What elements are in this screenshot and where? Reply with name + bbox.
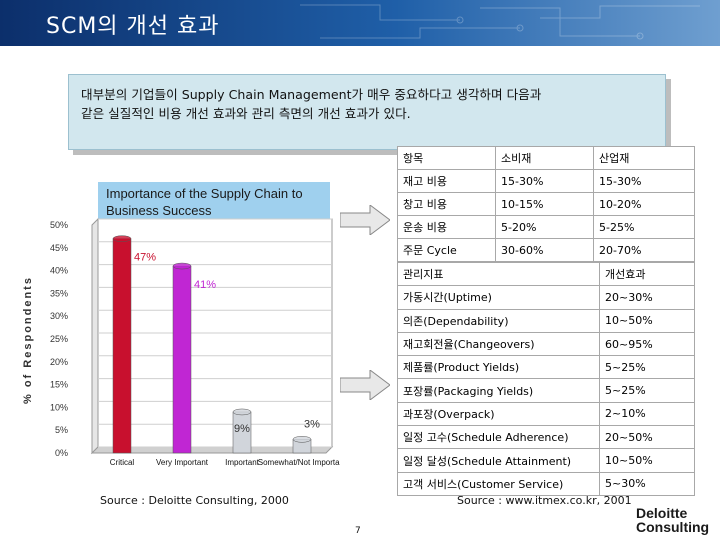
chart-data-label: 41% [194, 279, 216, 291]
arrow-right-icon [340, 370, 390, 400]
logo-line-1: Deloitte [636, 505, 688, 521]
table-cell: 10~50% [599, 448, 695, 473]
table-cell: 가동시간(Uptime) [397, 285, 600, 310]
chart-y-tick-label: 30% [50, 311, 68, 321]
table-cell: 일정 달성(Schedule Attainment) [397, 448, 600, 473]
table-row: 주문 Cycle 30-60% 20-70% [397, 238, 695, 262]
chart-y-tick-label: 45% [50, 243, 68, 253]
table-cell: 제품률(Product Yields) [397, 355, 600, 380]
table-row: 재고회전율(Changeovers) 60~95% [397, 331, 695, 357]
circuit-pattern-icon [300, 4, 700, 40]
chart-y-tick-label: 10% [50, 402, 68, 412]
chart-y-tick-label: 20% [50, 357, 68, 367]
source-note-right: Source : www.itmex.co.kr, 2001 [457, 494, 632, 507]
source-note-left: Source : Deloitte Consulting, 2000 [100, 494, 289, 507]
table-cell: 고객 서비스(Customer Service) [397, 471, 600, 496]
chart-data-label: 47% [134, 252, 156, 264]
page-number: 7 [355, 526, 361, 536]
table-header-cell: 관리지표 [397, 261, 600, 287]
chart-bar [172, 265, 192, 454]
page-title: SCM의 개선 효과 [46, 14, 220, 39]
table-cell: 60~95% [599, 331, 695, 357]
table-row: 운송 비용 5-20% 5-25% [397, 215, 695, 239]
table-row: 과포장(Overpack) 2~10% [397, 401, 695, 427]
logo-line-2: Consulting [636, 519, 710, 535]
table-cell: 운송 비용 [397, 215, 496, 239]
intro-box: 대부분의 기업들이 Supply Chain Management가 매우 중요… [68, 74, 666, 150]
chart-y-tick-label: 5% [55, 425, 68, 435]
table-cell: 15-30% [593, 169, 695, 193]
table-row: 가동시간(Uptime) 20~30% [397, 285, 695, 310]
table-header-cell: 개선효과 [599, 261, 695, 287]
management-improvement-table: 관리지표 개선효과 가동시간(Uptime) 20~30% 의존(Dependa… [397, 261, 695, 496]
chart-data-label: 3% [304, 418, 320, 430]
table-cell: 재고 비용 [397, 169, 496, 193]
table-row: 제품률(Product Yields) 5~25% [397, 355, 695, 380]
deloitte-logo: Deloitte Consulting [636, 506, 709, 534]
chart-x-tick-label: Somewhat/Not Important [258, 458, 340, 467]
table-cell: 5~25% [599, 378, 695, 403]
table-row: 일정 고수(Schedule Adherence) 20~50% [397, 425, 695, 450]
chart-y-tick-label: 0% [55, 448, 68, 458]
table-cell: 5~30% [599, 471, 695, 496]
chart-x-tick-label: Very Important [156, 458, 209, 467]
header-bar: SCM의 개선 효과 [0, 0, 720, 46]
table-header-row: 관리지표 개선효과 [397, 261, 695, 287]
bar-chart: 0% 5% 10% 15% 20% 25% 30% 35% 40% 45% 50% 47% Critic… [50, 217, 340, 467]
table-cell: 5-20% [495, 215, 594, 239]
table-cell: 주문 Cycle [397, 238, 496, 262]
table-row: 재고 비용 15-30% 15-30% [397, 169, 695, 193]
table-cell: 의존(Dependability) [397, 308, 600, 333]
chart-bar-cap [232, 408, 252, 416]
table-cell: 20~30% [599, 285, 695, 310]
table-cell: 포장률(Packaging Yields) [397, 378, 600, 403]
chart-title: Importance of the Supply Chain to Busine… [98, 182, 330, 222]
table-header-cell: 항목 [397, 146, 496, 170]
table-cell: 20-70% [593, 238, 695, 262]
arrow-right-icon [340, 205, 390, 235]
table-cell: 과포장(Overpack) [397, 401, 600, 427]
chart-bar-cap [112, 235, 132, 242]
table-cell: 5~25% [599, 355, 695, 380]
table-cell: 20~50% [599, 425, 695, 450]
intro-line-1: 대부분의 기업들이 Supply Chain Management가 매우 중요… [81, 87, 542, 102]
cost-improvement-table: 항목 소비재 산업재 재고 비용 15-30% 15-30% 창고 비용 10-… [397, 146, 695, 262]
table-cell: 창고 비용 [397, 192, 496, 216]
chart-x-tick-label: Critical [110, 458, 135, 467]
table-cell: 10-20% [593, 192, 695, 216]
chart-y-tick-label: 35% [50, 288, 68, 298]
chart-y-tick-label: 15% [50, 380, 68, 390]
table-cell: 10-15% [495, 192, 594, 216]
chart-y-tick-label: 50% [50, 220, 68, 230]
chart-y-tick-label: 40% [50, 266, 68, 276]
table-header-cell: 소비재 [495, 146, 594, 170]
table-cell: 5-25% [593, 215, 695, 239]
chart-bar-cap [172, 262, 192, 270]
table-cell: 재고회전율(Changeovers) [397, 331, 600, 357]
table-cell: 30-60% [495, 238, 594, 262]
chart-bar [112, 238, 132, 454]
table-row: 창고 비용 10-15% 10-20% [397, 192, 695, 216]
table-row: 일정 달성(Schedule Attainment) 10~50% [397, 448, 695, 473]
table-cell: 일정 고수(Schedule Adherence) [397, 425, 600, 450]
intro-line-2: 같은 실질적인 비용 개선 효과와 관리 측면의 개선 효과가 있다. [81, 106, 411, 121]
table-header-row: 항목 소비재 산업재 [397, 146, 695, 170]
chart-data-label: 9% [234, 423, 250, 435]
table-row: 고객 서비스(Customer Service) 5~30% [397, 471, 695, 496]
chart-x-tick-label: Important [225, 458, 260, 467]
table-row: 포장률(Packaging Yields) 5~25% [397, 378, 695, 403]
table-header-cell: 산업재 [593, 146, 695, 170]
table-cell: 15-30% [495, 169, 594, 193]
table-row: 의존(Dependability) 10~50% [397, 308, 695, 333]
table-cell: 10~50% [599, 308, 695, 333]
chart-y-tick-label: 25% [50, 334, 68, 344]
chart-bar-cap [292, 436, 312, 443]
chart-y-axis-label: % of Respondents [22, 276, 34, 404]
chart-wall-left [91, 217, 99, 455]
table-cell: 2~10% [599, 401, 695, 427]
